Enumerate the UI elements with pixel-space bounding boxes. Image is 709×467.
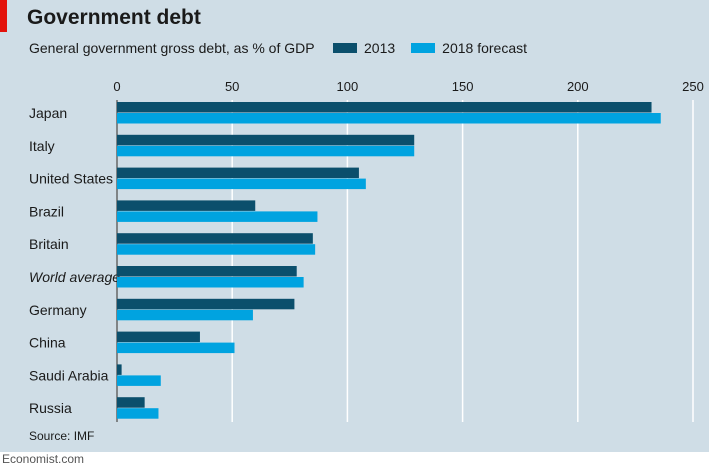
bar-russia-2013 (117, 397, 145, 408)
category-label-britain: Britain (29, 236, 69, 252)
legend-swatch-2018-forecast (411, 43, 436, 53)
bar-japan-2013 (117, 102, 652, 113)
category-label-china: China (29, 335, 66, 351)
bar-china-2018-forecast (117, 342, 235, 354)
legend-item-2013: 2013 (333, 40, 395, 56)
legend-item-2018-forecast: 2018 forecast (411, 40, 527, 56)
bar-united-states-2013 (117, 167, 359, 179)
bar-china-2013 (117, 331, 200, 343)
chart-subtitle: General government gross debt, as % of G… (29, 40, 315, 56)
category-label-italy: Italy (29, 138, 55, 154)
x-tick-label-150: 150 (452, 79, 474, 94)
bar-italy-2013 (117, 134, 415, 146)
bar-chart: 0 50 100 150 200 250 Japan Italy United States Br… (29, 79, 704, 422)
chart-legend: 2013 2018 forecast (333, 40, 543, 56)
bar-italy-2018-forecast (117, 145, 415, 157)
bar-saudi-arabia-2018-forecast (117, 375, 161, 386)
bar-germany-2018-forecast (117, 309, 253, 321)
bar-germany-2013 (117, 298, 295, 310)
category-label-japan: Japan (29, 105, 67, 121)
brand-red-tag (0, 0, 7, 32)
x-tick-label-0: 0 (113, 79, 120, 94)
x-tick-label-200: 200 (567, 79, 589, 94)
category-label-germany: Germany (29, 302, 87, 318)
bar-britain-2018-forecast (117, 244, 316, 255)
bar-brazil-2013 (117, 200, 256, 211)
source-note: Source: IMF (29, 429, 95, 443)
bar-britain-2013 (117, 233, 313, 244)
x-tick-label-100: 100 (337, 79, 359, 94)
bar-world-average-2013 (117, 266, 297, 277)
bar-united-states-2018-forecast (117, 178, 366, 190)
category-label-russia: Russia (29, 400, 72, 416)
category-label-saudi-arabia: Saudi Arabia (29, 367, 109, 383)
category-label-brazil: Brazil (29, 203, 64, 219)
footer-brand: Economist.com (2, 452, 85, 466)
category-label-united-states: United States (29, 171, 113, 187)
bar-russia-2018-forecast (117, 408, 159, 419)
x-tick-label-50: 50 (225, 79, 239, 94)
bar-world-average-2018-forecast (117, 277, 304, 288)
bar-japan-2018-forecast (117, 113, 661, 124)
category-label-world-average: World average (29, 269, 120, 285)
legend-swatch-2013 (333, 43, 357, 53)
legend-label-2018-forecast: 2018 forecast (442, 40, 527, 56)
chart-title: Government debt (27, 6, 201, 29)
legend-label-2013: 2013 (364, 40, 396, 56)
x-tick-label-250: 250 (682, 79, 704, 94)
bar-brazil-2018-forecast (117, 211, 318, 222)
bar-saudi-arabia-2013 (117, 364, 122, 375)
